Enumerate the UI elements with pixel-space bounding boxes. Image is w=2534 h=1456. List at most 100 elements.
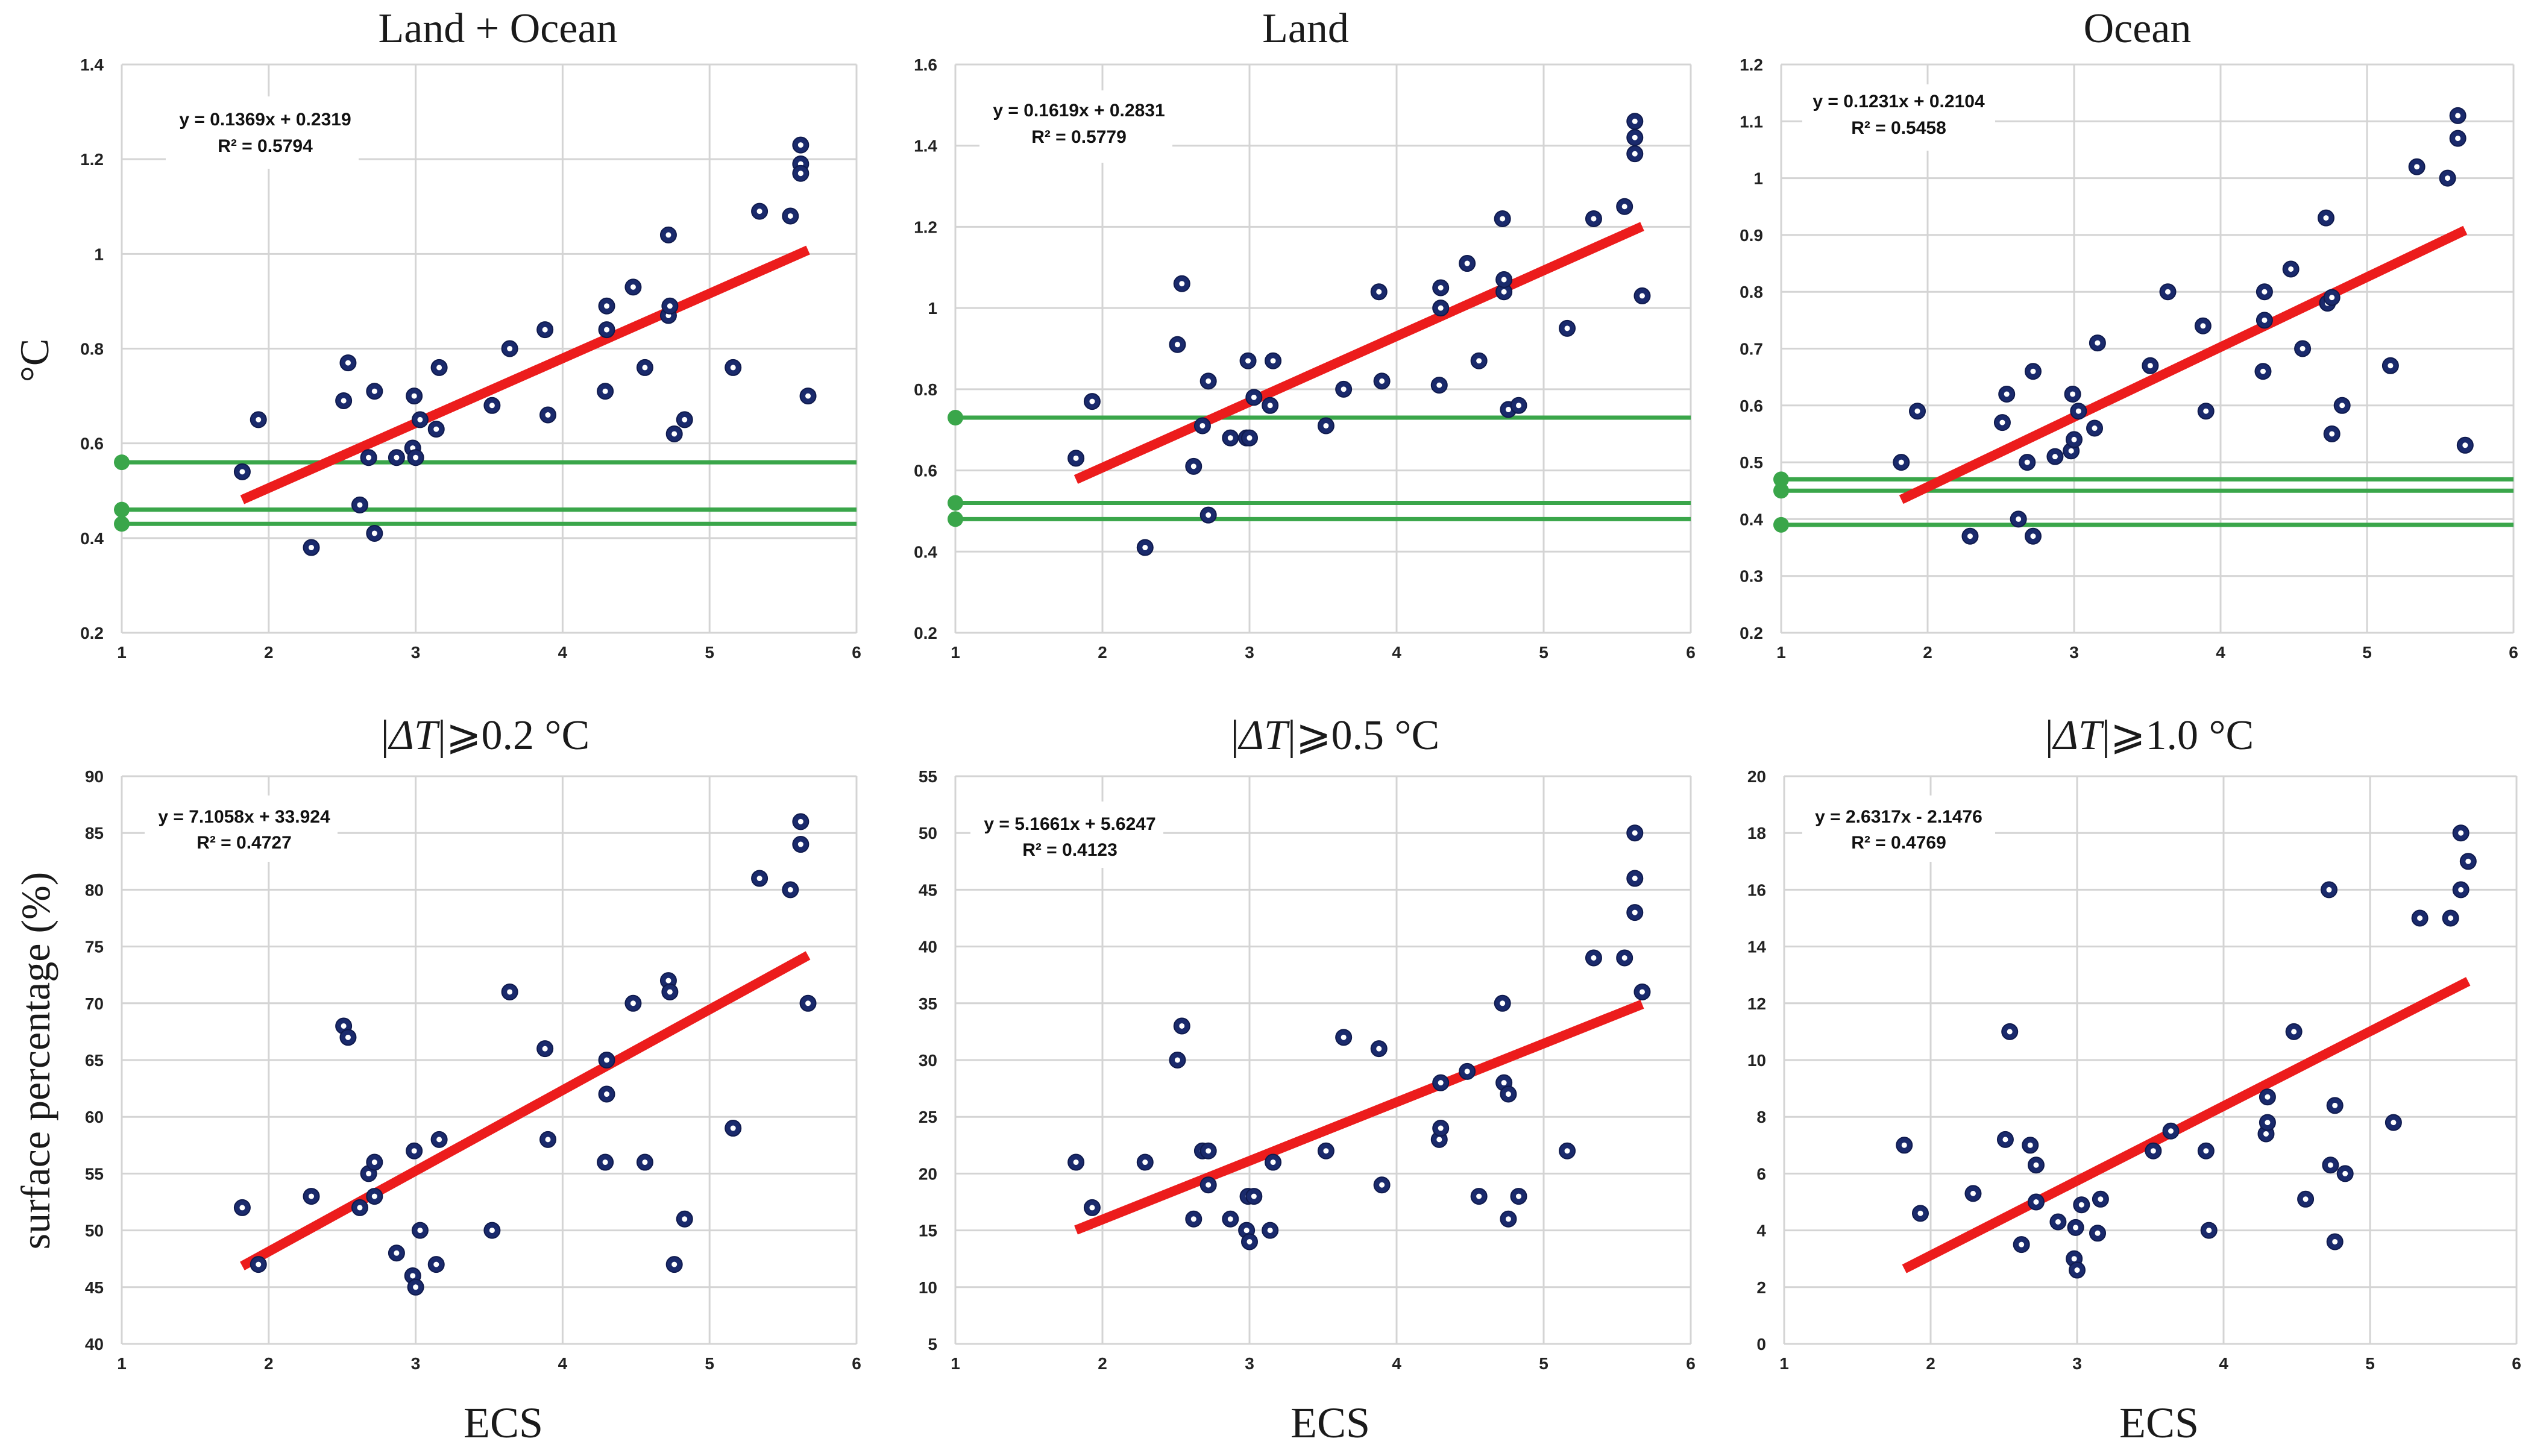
data-point-center	[797, 818, 803, 824]
y-axis-label-surface-percentage: surface percentage (%)	[13, 872, 58, 1250]
data-point-center	[1089, 1205, 1095, 1211]
y-tick-label: 45	[85, 1278, 104, 1297]
panel-dt-0-5: |ΔT|⩾0.5 °C 1 2 3 4 5 6510152025303540455055 …	[919, 712, 1696, 1373]
y-tick-label: 0.5	[1740, 453, 1763, 472]
y-tick-label: 0.2	[80, 624, 104, 642]
data-point-center	[1516, 1193, 1522, 1199]
reference-line-marker	[948, 511, 963, 527]
y-tick-label: 20	[1747, 767, 1766, 786]
data-point-center	[1476, 358, 1482, 364]
data-point-center	[417, 1228, 423, 1234]
x-tick-label: 1	[117, 1354, 127, 1373]
y-tick-label: 45	[919, 880, 937, 899]
y-tick-label: 0.8	[80, 340, 104, 359]
data-point-center	[2342, 1170, 2348, 1176]
data-point-center	[345, 360, 351, 366]
x-axis-label: ECS	[2119, 1399, 2199, 1447]
data-point-center	[413, 1284, 419, 1290]
x-tick-label: 2	[1923, 643, 1932, 662]
data-point-center	[2291, 1029, 2297, 1035]
panel-title: Ocean	[2084, 5, 2192, 52]
y-tick-label: 1.4	[914, 137, 937, 155]
data-point-center	[1379, 378, 1385, 384]
reference-line-marker	[114, 454, 130, 471]
y-axis-label-temperature: °C	[11, 339, 57, 383]
data-point-center	[1341, 386, 1347, 392]
data-point-center	[1970, 1190, 1976, 1196]
equation-box	[1802, 795, 1995, 862]
y-tick-label: 16	[1747, 880, 1766, 899]
data-point-center	[2417, 915, 2423, 921]
trendline-equation: y = 0.1619x + 0.2831	[993, 101, 1165, 121]
trendline-equation: y = 2.6317x - 2.1476	[1815, 807, 1982, 827]
data-point-center	[1227, 435, 1233, 441]
title-threshold: ⩾0.2 °C	[446, 712, 589, 759]
equation-box	[979, 90, 1172, 163]
data-point-center	[1501, 1080, 1507, 1086]
data-point-center	[417, 416, 423, 422]
data-point-center	[2071, 436, 2077, 442]
x-tick-label: 6	[2509, 643, 2518, 662]
data-point-center	[1245, 358, 1251, 364]
data-point-center	[2004, 391, 2010, 397]
data-point-center	[1464, 1068, 1470, 1075]
y-tick-label: 20	[919, 1164, 937, 1183]
x-tick-label: 3	[1245, 1354, 1254, 1373]
data-point-center	[1267, 1228, 1273, 1234]
data-point-center	[1206, 378, 1212, 384]
data-point-center	[1379, 1182, 1385, 1188]
r-squared: R² = 0.5794	[218, 136, 313, 156]
data-point-center	[394, 1250, 400, 1256]
data-point-center	[602, 388, 608, 394]
data-point-center	[2288, 266, 2294, 272]
data-point-center	[2203, 1148, 2209, 1154]
x-tick-label: 6	[1686, 1354, 1696, 1373]
data-point-center	[1251, 1193, 1257, 1199]
data-point-center	[1089, 398, 1095, 404]
data-point-center	[2263, 1131, 2269, 1137]
data-point-center	[1436, 1137, 1442, 1143]
data-point-center	[756, 876, 762, 882]
data-point-center	[2329, 431, 2335, 437]
data-point-center	[394, 454, 400, 460]
data-point-center	[2016, 516, 2022, 522]
x-tick-label: 3	[2072, 1354, 2082, 1373]
data-point-center	[2074, 1267, 2080, 1273]
y-tick-label: 10	[1747, 1051, 1766, 1070]
y-tick-label: 1	[928, 299, 937, 318]
data-point-center	[507, 346, 513, 351]
data-point-center	[797, 142, 803, 148]
data-point-center	[2071, 1256, 2077, 1262]
y-tick-label: 35	[919, 994, 937, 1013]
data-point-center	[2203, 408, 2209, 414]
data-point-center	[682, 416, 688, 422]
r-squared: R² = 0.4123	[1022, 840, 1118, 860]
data-point-center	[2033, 1199, 2039, 1205]
data-point-center	[1632, 830, 1638, 836]
y-tick-label: 0.6	[1740, 397, 1763, 415]
y-tick-label: 10	[919, 1278, 937, 1297]
y-tick-label: 0.4	[80, 529, 104, 548]
data-point-center	[2068, 448, 2074, 454]
data-point-center	[1501, 289, 1507, 295]
y-tick-label: 0.6	[914, 462, 937, 480]
y-tick-label: 70	[85, 994, 104, 1013]
panel-title: |ΔT|⩾1.0 °C	[2045, 712, 2254, 759]
data-point-center	[1639, 989, 1645, 995]
panel-title: |ΔT|⩾0.2 °C	[381, 712, 589, 759]
trendline	[1899, 225, 2468, 504]
data-point-center	[805, 393, 811, 399]
data-point-center	[2260, 368, 2266, 374]
title-delta-t: ΔT	[1237, 712, 1291, 759]
data-point-center	[1438, 1080, 1444, 1086]
data-point-center	[797, 841, 803, 847]
data-point-center	[1073, 455, 1079, 461]
title-delta-t: ΔT	[2052, 712, 2105, 759]
panel-title: |ΔT|⩾0.5 °C	[1231, 712, 1439, 759]
data-point-center	[366, 454, 372, 460]
data-point-center	[2465, 858, 2471, 864]
data-point-center	[1917, 1210, 1923, 1216]
data-point-center	[682, 1216, 688, 1222]
data-point-center	[2024, 459, 2030, 465]
data-point-center	[1505, 1091, 1511, 1097]
